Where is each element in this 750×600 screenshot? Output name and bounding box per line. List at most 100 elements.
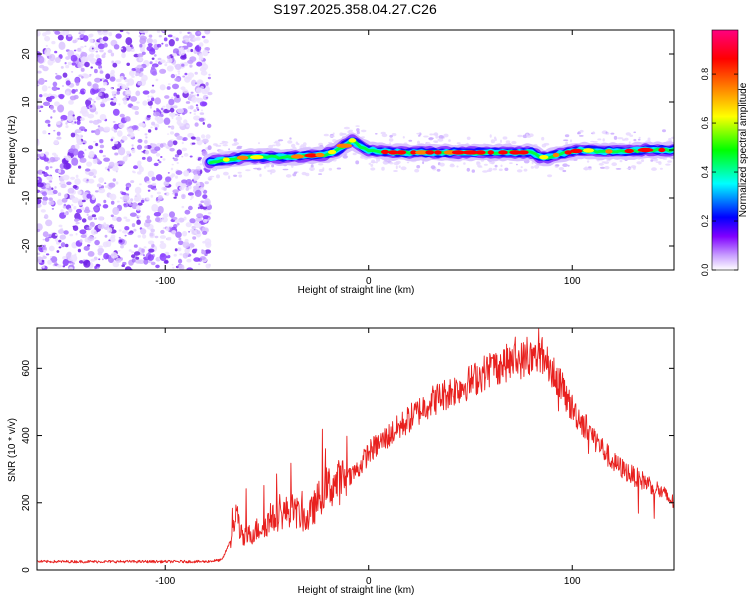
noise-speckle (167, 236, 172, 241)
noise-speckle (159, 242, 167, 249)
noise-speckle (146, 215, 151, 220)
ridge-halo-speckle (289, 137, 292, 140)
noise-speckle (54, 30, 61, 35)
noise-speckle (199, 163, 202, 166)
ridge-halo-speckle (374, 133, 378, 135)
ridge-halo-speckle (389, 162, 394, 165)
ridge-halo-speckle (471, 169, 475, 173)
noise-speckle (88, 225, 93, 230)
noise-speckle (159, 253, 167, 262)
ridge-halo-speckle (236, 146, 242, 150)
noise-speckle (54, 186, 57, 189)
noise-speckle (142, 254, 145, 257)
spectrogram-xtick-label: 100 (564, 276, 581, 287)
noise-speckle (126, 185, 131, 188)
noise-speckle (98, 245, 103, 249)
noise-speckle (137, 259, 145, 265)
noise-speckle (155, 217, 161, 223)
noise-speckle (91, 88, 99, 94)
noise-speckle (183, 170, 190, 177)
ridge-halo-speckle (429, 133, 434, 136)
noise-speckle (88, 34, 93, 38)
noise-speckle (120, 124, 123, 127)
noise-speckle (172, 140, 178, 146)
noise-speckle (151, 71, 158, 76)
ridge-halo-speckle (599, 166, 606, 169)
noise-speckle (48, 132, 51, 135)
noise-speckle (76, 208, 82, 214)
spectrogram-ytick-label: -20 (21, 238, 32, 253)
noise-speckle (71, 71, 74, 73)
snr-xtick-label: 100 (564, 576, 581, 587)
noise-speckle (93, 101, 96, 103)
noise-speckle (99, 144, 105, 149)
ridge-halo-speckle (483, 163, 488, 166)
noise-speckle (78, 32, 81, 35)
ridge-halo-speckle (449, 164, 455, 168)
noise-speckle (57, 34, 64, 41)
noise-speckle (50, 256, 58, 263)
ridge-halo-speckle (361, 136, 365, 139)
noise-speckle (125, 45, 132, 52)
noise-speckle (177, 247, 182, 252)
noise-speckle (140, 33, 144, 37)
noise-speckle (184, 209, 191, 215)
colorbar-tick-label: 0.0 (700, 264, 710, 277)
noise-speckle (186, 258, 192, 263)
noise-speckle (142, 100, 148, 106)
noise-speckle (147, 189, 151, 192)
noise-speckle (144, 139, 148, 144)
noise-speckle (193, 174, 201, 180)
noise-speckle (38, 77, 45, 85)
noise-speckle (99, 70, 104, 74)
ridge-halo-speckle (408, 139, 413, 142)
noise-speckle (87, 81, 92, 87)
noise-speckle (49, 105, 55, 110)
noise-speckle (174, 219, 181, 224)
ridge-halo-speckle (219, 142, 224, 145)
noise-speckle (195, 44, 202, 53)
noise-speckle (42, 256, 47, 259)
noise-speckle (109, 76, 116, 82)
noise-speckle (94, 128, 101, 136)
noise-speckle (100, 103, 106, 108)
noise-speckle (39, 110, 42, 112)
noise-speckle (131, 105, 136, 110)
noise-speckle (83, 153, 86, 156)
noise-speckle (71, 197, 79, 204)
noise-speckle (208, 73, 211, 76)
noise-speckle (190, 48, 194, 53)
noise-speckle (37, 189, 41, 193)
noise-speckle (165, 61, 168, 64)
noise-speckle (193, 115, 201, 121)
noise-speckle (205, 263, 211, 269)
noise-speckle (124, 79, 130, 83)
ridge-halo-speckle (322, 167, 325, 172)
noise-speckle (56, 136, 62, 140)
ridge-halo-speckle (547, 174, 553, 178)
noise-speckle (201, 101, 208, 107)
noise-speckle (58, 94, 65, 100)
noise-speckle (67, 61, 72, 66)
noise-speckle (141, 74, 148, 82)
noise-speckle (135, 90, 141, 97)
noise-speckle (75, 233, 78, 236)
ridge-halo-speckle (636, 161, 642, 165)
noise-speckle (57, 192, 62, 196)
ridge-halo-speckle (355, 160, 360, 165)
ridge-halo-speckle (218, 149, 224, 152)
noise-speckle (112, 178, 117, 182)
noise-speckle (202, 49, 209, 57)
noise-speckle (80, 117, 85, 121)
noise-speckle (195, 87, 203, 94)
noise-speckle (116, 216, 122, 222)
ridge-halo-speckle (515, 163, 518, 166)
ridge-halo-speckle (619, 160, 623, 163)
noise-speckle (79, 30, 86, 34)
noise-speckle (37, 98, 42, 102)
noise-speckle (151, 57, 155, 60)
noise-speckle (53, 139, 59, 145)
noise-speckle (151, 121, 156, 126)
noise-speckle (137, 160, 142, 166)
ridge-halo-speckle (423, 135, 429, 138)
